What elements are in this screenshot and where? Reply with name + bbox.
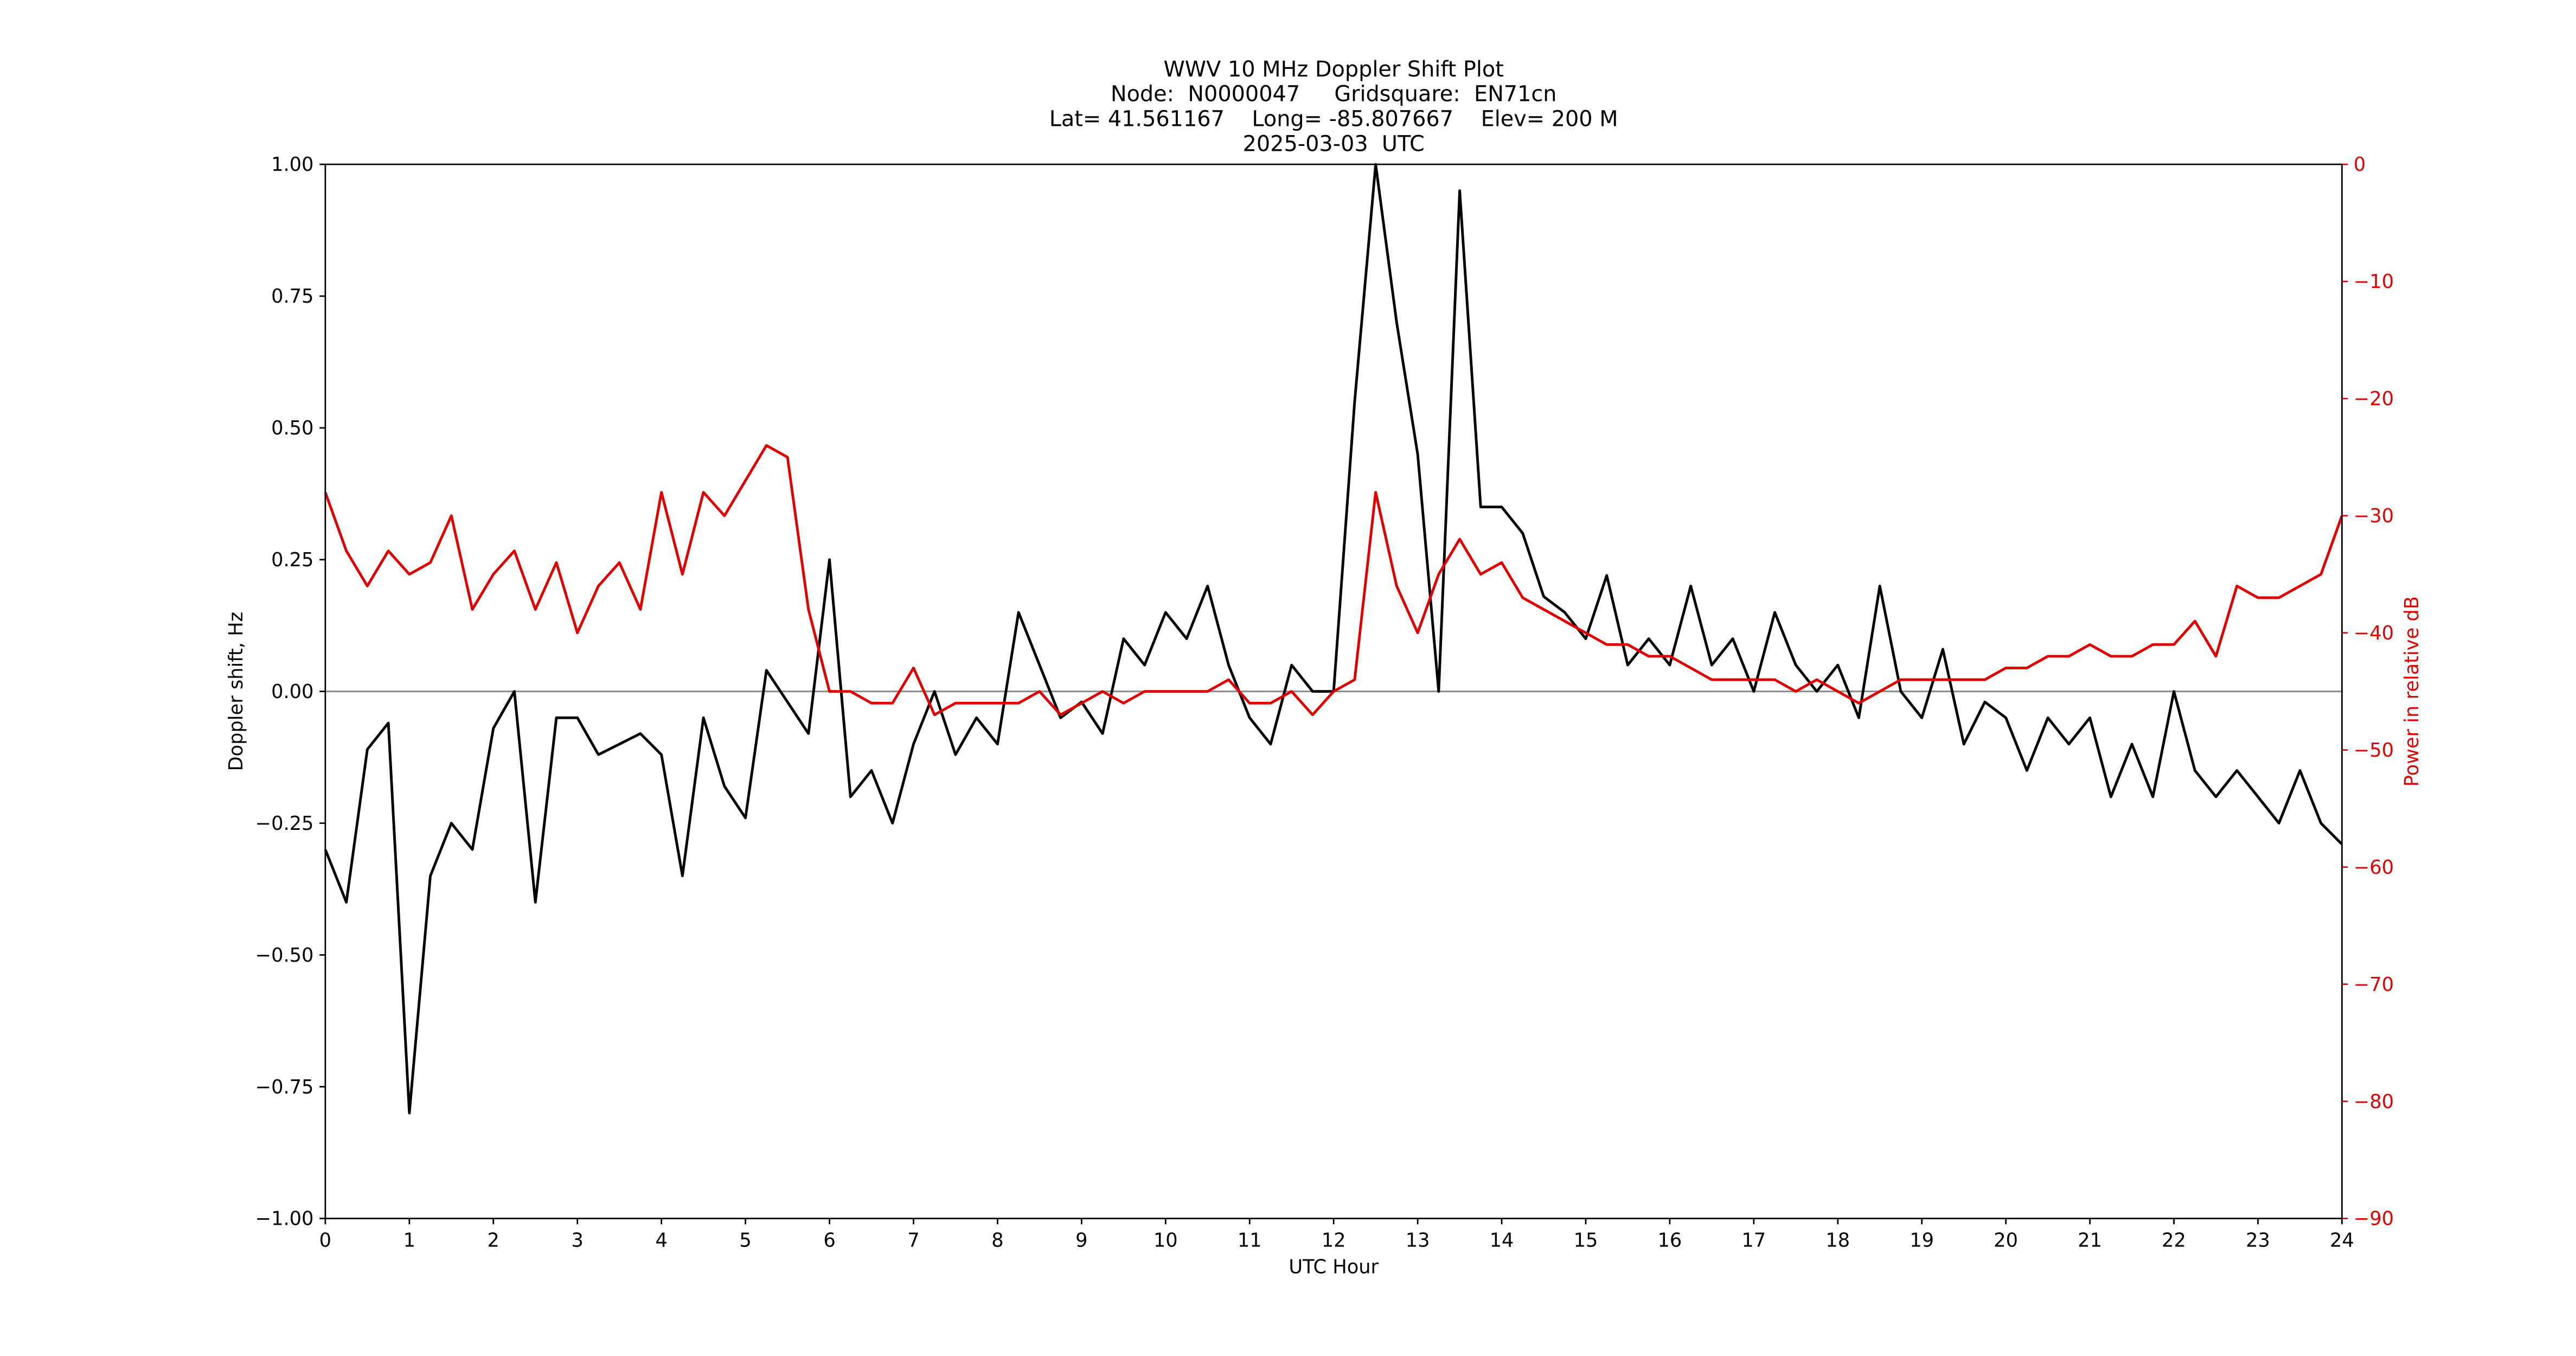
x-tick-label: 2 (488, 1229, 499, 1251)
x-tick-label: 17 (1741, 1229, 1766, 1251)
y-tick-label: −0.75 (255, 1076, 314, 1098)
x-tick-label: 0 (319, 1229, 331, 1251)
chart-title: Node: N0000047 Gridsquare: EN71cn (1111, 82, 1557, 107)
x-tick-label: 24 (2330, 1229, 2354, 1251)
chart-title: 2025-03-03 UTC (1243, 132, 1425, 157)
x-tick-label: 16 (1658, 1229, 1682, 1251)
x-tick-label: 3 (571, 1229, 583, 1251)
x-tick-label: 10 (1154, 1229, 1178, 1251)
x-tick-label: 22 (2162, 1229, 2186, 1251)
x-tick-label: 23 (2246, 1229, 2270, 1251)
x-tick-label: 13 (1406, 1229, 1430, 1251)
y-tick-label: −0.50 (255, 944, 314, 967)
y2-tick-label: 0 (2354, 153, 2366, 176)
x-tick-label: 18 (1825, 1229, 1850, 1251)
x-tick-label: 1 (403, 1229, 415, 1251)
x-tick-label: 14 (1490, 1229, 1514, 1251)
y-tick-label: 0.50 (271, 417, 313, 439)
y2-tick-label: −10 (2354, 271, 2394, 293)
y2-tick-label: −50 (2354, 739, 2394, 762)
x-tick-label: 20 (1994, 1229, 2018, 1251)
x-tick-label: 4 (655, 1229, 667, 1251)
data-line (324, 163, 2343, 1115)
y2-tick-label: −90 (2354, 1208, 2394, 1230)
y2-tick-label: −80 (2354, 1091, 2394, 1113)
chart-title: Lat= 41.561167 Long= -85.807667 Elev= 20… (1049, 107, 1618, 132)
y-tick-label: 1.00 (271, 153, 313, 176)
x-tick-label: 11 (1238, 1229, 1262, 1251)
y2-tick-label: −70 (2354, 974, 2394, 996)
y-tick-label: 0.75 (271, 285, 313, 308)
y2-tick-label: −60 (2354, 856, 2394, 879)
x-tick-label: 12 (1322, 1229, 1346, 1251)
y-tick-label: −0.25 (255, 813, 314, 835)
x-tick-label: 8 (991, 1229, 1003, 1251)
y-tick-label: 0.25 (271, 549, 313, 571)
y2-tick-label: −30 (2354, 505, 2394, 527)
x-tick-label: 5 (739, 1229, 751, 1251)
x-tick-label: 15 (1574, 1229, 1598, 1251)
chart-title: WWV 10 MHz Doppler Shift Plot (1163, 57, 1503, 82)
y2-tick-label: −40 (2354, 622, 2394, 644)
y-tick-label: −1.00 (255, 1208, 314, 1230)
y-axis-label: Doppler shift, Hz (225, 612, 247, 771)
y2-tick-label: −20 (2354, 388, 2394, 410)
x-axis-label: UTC Hour (1289, 1256, 1379, 1278)
x-tick-label: 21 (2078, 1229, 2102, 1251)
x-tick-label: 7 (907, 1229, 919, 1251)
x-tick-label: 19 (1909, 1229, 1934, 1251)
x-tick-label: 6 (823, 1229, 835, 1251)
data-line (324, 444, 2343, 717)
y-tick-label: 0.00 (271, 681, 313, 703)
y2-axis-label: Power in relative dB (2401, 596, 2423, 786)
x-tick-label: 9 (1075, 1229, 1087, 1251)
